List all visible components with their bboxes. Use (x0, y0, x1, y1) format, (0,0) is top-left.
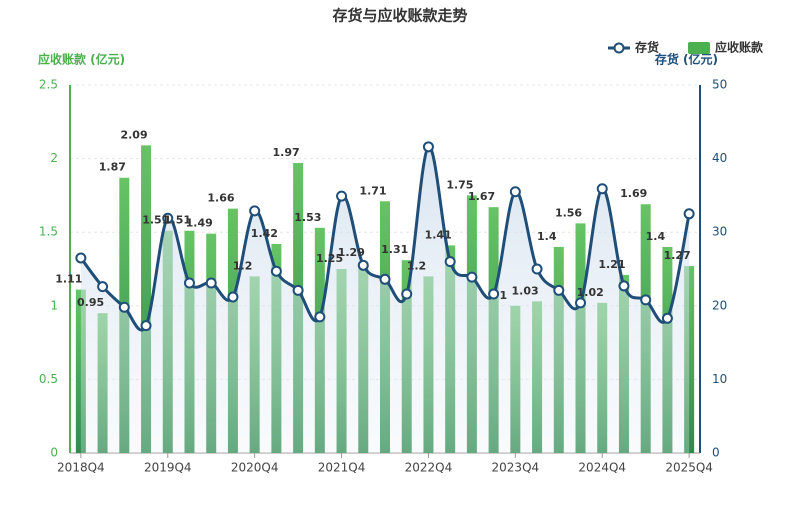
legend-label: 应收账款 (715, 40, 764, 55)
y-tick-label: 1.5 (39, 225, 58, 239)
data-label: 1.51 (142, 214, 169, 227)
y2-tick-label: 30 (712, 225, 727, 239)
x-tick-label: 2022Q4 (405, 461, 453, 475)
line-area (80, 146, 690, 453)
y2-tick-label: 40 (712, 151, 727, 165)
data-label: 2.09 (120, 128, 147, 141)
data-label: 1.4 (537, 230, 557, 243)
data-label: 1.56 (555, 206, 582, 219)
data-label: 1.53 (294, 211, 321, 224)
data-label: 1.66 (207, 192, 234, 205)
line-point (618, 280, 630, 292)
line-point (249, 205, 261, 217)
x-tick-label: 2020Q4 (231, 461, 279, 475)
line-point (531, 263, 543, 275)
line-point (640, 294, 652, 306)
data-label: 0.95 (77, 296, 104, 309)
line-point (314, 311, 326, 323)
legend-swatch (688, 42, 710, 54)
data-label: 1.11 (55, 273, 82, 286)
y2-tick-label: 10 (712, 372, 727, 386)
data-label: 1.21 (598, 258, 625, 271)
y2-tick-label: 50 (712, 78, 727, 92)
x-tick-label: 2025Q4 (665, 461, 713, 475)
line-point (422, 141, 434, 153)
line-point (488, 288, 500, 300)
line-point (75, 252, 87, 264)
line-point (292, 284, 304, 296)
line-point (509, 186, 521, 198)
data-label: 1 (500, 289, 508, 302)
data-label: 1.27 (664, 249, 691, 262)
line-point (401, 288, 413, 300)
line-point (466, 271, 478, 283)
line-point (379, 273, 391, 285)
x-tick-label: 2023Q4 (492, 461, 540, 475)
data-label: 1.69 (620, 187, 647, 200)
data-label: 1.97 (273, 146, 300, 159)
line-point (227, 291, 239, 303)
data-label: 1.87 (99, 161, 126, 174)
line-point (444, 256, 456, 268)
y-axis-title: 应收账款 (亿元) (38, 52, 125, 67)
line-point (661, 312, 673, 324)
data-label: 1.31 (381, 243, 408, 256)
line-point (118, 301, 130, 313)
y2-tick-label: 0 (712, 446, 720, 460)
data-label: 1.71 (359, 184, 386, 197)
legend-marker (613, 42, 625, 54)
y2-axis-title: 存货 (亿元) (654, 52, 718, 67)
data-label: 1.29 (338, 246, 365, 259)
y-tick-label: 1 (50, 298, 58, 312)
data-label: 1.02 (577, 286, 604, 299)
y-tick-label: 0.5 (39, 372, 58, 386)
line-point (357, 259, 369, 271)
line-point (140, 320, 152, 332)
line-point (270, 265, 282, 277)
data-label: 1.75 (446, 178, 473, 191)
y-tick-label: 2.5 (39, 78, 58, 92)
line-point (205, 277, 217, 289)
data-label: 1.49 (186, 217, 213, 230)
data-label: 1.2 (407, 259, 427, 272)
line-point (683, 208, 695, 220)
line-point (596, 183, 608, 195)
line-point (162, 212, 174, 224)
data-label: 1.67 (468, 190, 495, 203)
data-label: 1.03 (511, 284, 538, 297)
data-label: 1.25 (316, 252, 343, 265)
line-point (183, 277, 195, 289)
chart-title: 存货与应收账款走势 (332, 7, 467, 25)
bar (141, 145, 152, 454)
data-label: 1.51 (164, 214, 191, 227)
y-tick-label: 2 (50, 151, 58, 165)
line-point (97, 281, 109, 293)
data-label: 1.42 (251, 227, 278, 240)
y2-tick-label: 20 (712, 298, 727, 312)
data-label: 1.41 (425, 228, 452, 241)
y-tick-label: 0 (50, 446, 58, 460)
line-point (575, 297, 587, 309)
line-point (336, 190, 348, 202)
x-tick-label: 2018Q4 (57, 461, 105, 475)
data-label: 1.4 (646, 230, 666, 243)
x-tick-label: 2021Q4 (318, 461, 366, 475)
x-tick-label: 2019Q4 (144, 461, 192, 475)
legend-label: 存货 (634, 40, 659, 55)
line-point (553, 284, 565, 296)
data-label: 1.2 (233, 259, 253, 272)
x-tick-label: 2024Q4 (578, 461, 626, 475)
